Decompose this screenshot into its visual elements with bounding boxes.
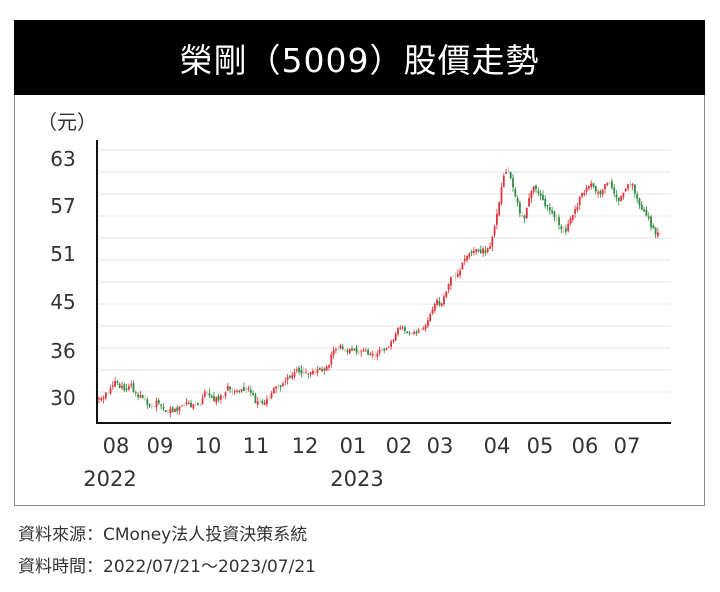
x-tick-label: 06	[571, 434, 599, 458]
y-tick-label: 30	[50, 386, 76, 410]
chart-frame	[14, 20, 705, 506]
data-source: 資料來源：CMoney法人投資決策系統	[18, 525, 308, 545]
year-label: 2022	[83, 467, 137, 491]
x-tick-label: 09	[146, 434, 174, 458]
x-tick-label: 04	[483, 434, 511, 458]
gridlines	[99, 149, 670, 393]
chart-title: 榮剛（5009）股價走勢	[14, 20, 705, 95]
y-tick-label: 45	[50, 290, 76, 314]
y-tick-label: 36	[50, 339, 76, 363]
x-tick-label: 05	[526, 434, 554, 458]
y-tick-label: 51	[50, 242, 76, 266]
x-tick-label: 03	[426, 434, 454, 458]
y-axis-unit-label: （元）	[37, 110, 97, 134]
x-tick-label: 11	[242, 434, 270, 458]
x-tick-label: 02	[385, 434, 413, 458]
y-tick-label: 57	[50, 194, 76, 218]
x-tick-label: 10	[194, 434, 222, 458]
x-tick-label: 12	[291, 434, 319, 458]
candles	[98, 166, 662, 418]
year-label: 2023	[330, 467, 384, 491]
x-tick-label: 07	[613, 434, 641, 458]
data-period: 資料時間：2022/07/21～2023/07/21	[18, 557, 316, 577]
y-tick-label: 63	[50, 147, 76, 171]
x-tick-label: 01	[339, 434, 367, 458]
x-tick-label: 08	[102, 434, 130, 458]
